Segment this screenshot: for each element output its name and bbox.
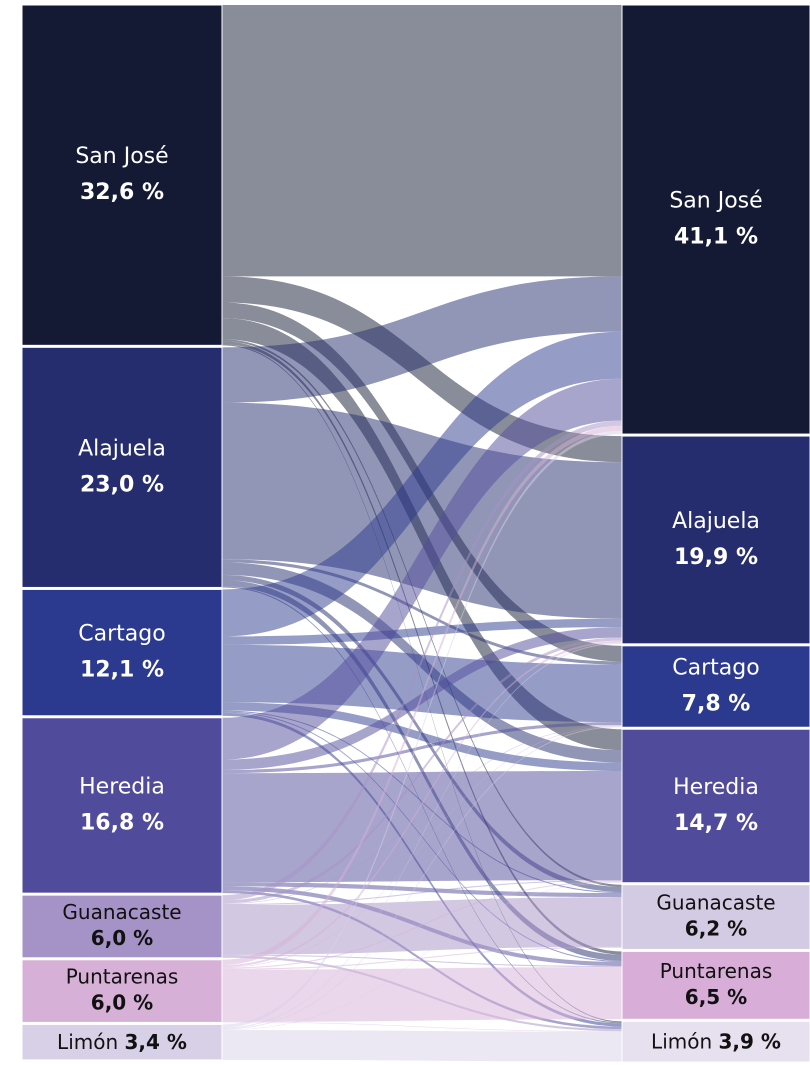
flow xyxy=(222,627,622,770)
node-name: Puntarenas xyxy=(66,965,179,989)
node-name: Puntarenas xyxy=(660,959,773,983)
node xyxy=(21,4,223,346)
flow xyxy=(222,420,622,901)
node-name: Alajuela xyxy=(78,436,166,461)
flow xyxy=(222,880,622,906)
flow xyxy=(222,882,622,898)
flow xyxy=(222,946,622,970)
flow xyxy=(222,890,622,1030)
node-name: Alajuela xyxy=(672,509,760,534)
flow xyxy=(222,725,622,968)
flow xyxy=(222,1021,622,1032)
node-value: 7,8 % xyxy=(682,692,751,717)
flow xyxy=(222,726,622,1030)
node-value: 32,6 % xyxy=(80,180,164,205)
node-value: 16,8 % xyxy=(80,810,164,835)
node xyxy=(621,435,810,645)
node-value: 6,0 % xyxy=(91,926,153,950)
node xyxy=(21,894,223,959)
flow xyxy=(222,276,622,403)
node-name: San José xyxy=(669,189,762,214)
node-value: 41,1 % xyxy=(674,225,758,250)
node-value: 3,9 % xyxy=(719,1029,781,1053)
flow xyxy=(222,276,622,463)
flow xyxy=(222,378,622,760)
flow xyxy=(222,331,622,637)
flow xyxy=(222,771,622,883)
node-name: Guanacaste xyxy=(656,891,775,915)
flow xyxy=(222,640,622,968)
flow xyxy=(222,5,622,277)
flow xyxy=(222,882,622,1031)
node xyxy=(21,346,223,588)
flows xyxy=(222,5,622,1062)
flow xyxy=(222,637,622,904)
node-name: Heredia xyxy=(79,774,165,799)
node-name: Limón xyxy=(651,1029,712,1053)
flow xyxy=(222,559,622,665)
node-value: 6,5 % xyxy=(685,985,747,1009)
node-value: 23,0 % xyxy=(80,472,164,497)
flow xyxy=(222,430,622,1028)
node xyxy=(21,959,223,1023)
node-name: Guanacaste xyxy=(62,900,181,924)
node-name: Cartago xyxy=(672,656,759,681)
node xyxy=(621,728,810,884)
node-label: Limón 3,4 % xyxy=(57,1030,187,1054)
flow xyxy=(222,341,622,955)
nodes: San José 32,6 % Alajuela 23,0 % Cartago 12,1 … xyxy=(21,4,810,1063)
node xyxy=(621,950,810,1020)
node xyxy=(621,4,810,435)
node xyxy=(621,884,810,950)
flow xyxy=(222,702,622,771)
flow xyxy=(222,425,622,965)
flow xyxy=(222,642,622,1029)
node-value: 6,0 % xyxy=(91,991,153,1015)
node xyxy=(21,588,223,717)
node-value: 3,4 % xyxy=(125,1030,187,1054)
node-value: 19,9 % xyxy=(674,545,758,570)
node-value: 14,7 % xyxy=(674,811,758,836)
flow xyxy=(222,618,622,645)
node-value: 6,2 % xyxy=(685,917,747,941)
node-label: Limón 3,9 % xyxy=(651,1029,781,1053)
node xyxy=(21,1023,223,1061)
flow xyxy=(222,722,622,774)
node-name: Heredia xyxy=(673,775,759,800)
node xyxy=(21,717,223,894)
node xyxy=(621,645,810,728)
flow xyxy=(222,897,622,955)
node-name: Cartago xyxy=(78,622,165,647)
flow xyxy=(222,881,622,969)
flow xyxy=(222,967,622,1022)
node-name: San José xyxy=(75,144,168,169)
node-name: Limón xyxy=(57,1030,118,1054)
node-value: 12,1 % xyxy=(80,658,164,683)
flow xyxy=(222,725,622,905)
node xyxy=(621,1020,810,1063)
flow xyxy=(222,1030,622,1062)
flow xyxy=(222,954,622,968)
